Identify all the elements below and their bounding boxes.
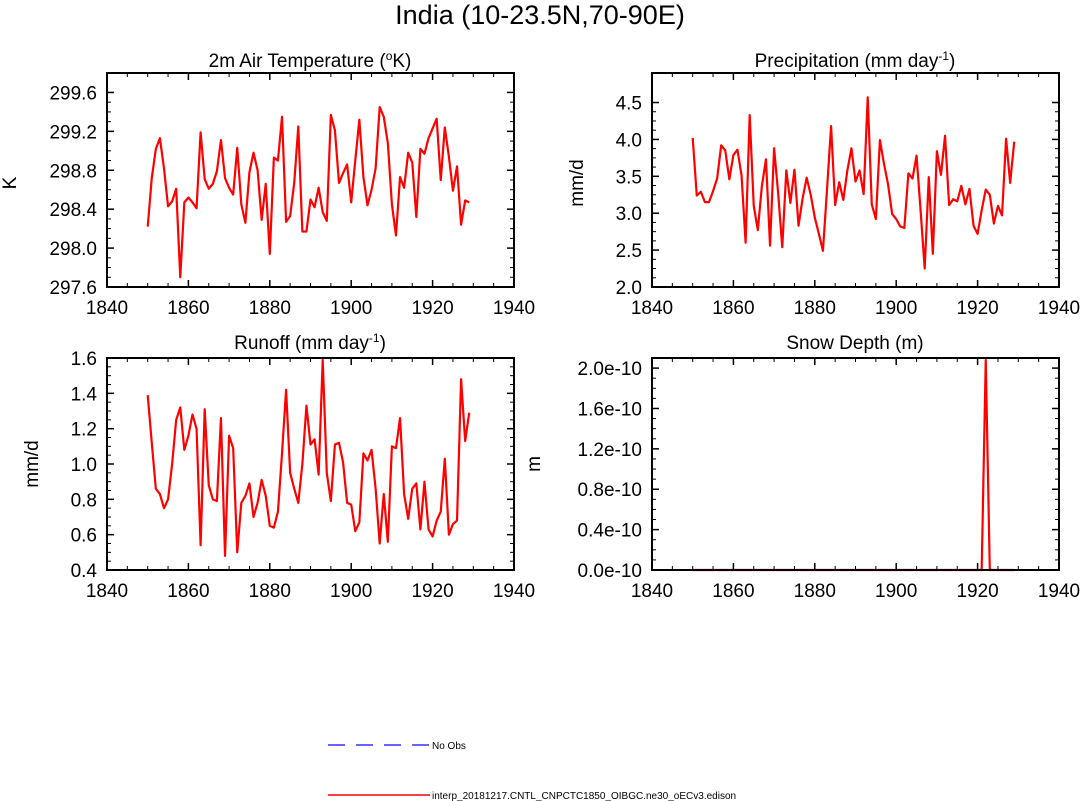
x-tick-label-1-1860: 1860 <box>712 298 754 319</box>
y-tick-label-0-2: 298.4 <box>49 200 97 221</box>
ylabel-precipitation: mm/d <box>567 159 588 207</box>
y-tick-label-1-4: 4.0 <box>616 130 642 151</box>
axes-frame-2 <box>106 357 515 571</box>
x-tick-label-1-1920: 1920 <box>956 298 998 319</box>
ylabel-air-temperature: K <box>0 176 21 189</box>
y-tick-label-2-2: 0.8 <box>71 490 97 511</box>
y-tick-label-2-3: 1.0 <box>71 455 97 476</box>
x-tick-label-3-1920: 1920 <box>956 581 998 602</box>
legend-model-label: interp_20181217.CNTL_CNPCTC1850_OIBGC.ne… <box>432 791 736 801</box>
axes-frame-3 <box>651 357 1060 571</box>
x-tick-label-0-1900: 1900 <box>330 298 372 319</box>
x-tick-label-0-1860: 1860 <box>167 298 209 319</box>
y-tick-label-3-2: 0.8e-10 <box>578 480 642 501</box>
panel-air-temperature: 2m Air Temperature (oK) K 1840 1860 1880 19… <box>0 49 535 319</box>
y-tick-label-2-5: 1.4 <box>71 384 98 405</box>
y-tick-label-1-5: 4.5 <box>616 94 642 115</box>
x-tick-label-3-1880: 1880 <box>794 581 836 602</box>
panel-snow-depth: Snow Depth (m) m 1840 1860 1880 1900 1920 194… <box>524 333 1080 602</box>
y-tick-label-3-0: 0.0e-10 <box>578 561 642 582</box>
y-tick-label-0-1: 298.0 <box>49 239 97 260</box>
y-tick-label-1-2: 3.0 <box>616 204 642 225</box>
series-line-0-0 <box>146 105 470 279</box>
y-tick-label-2-4: 1.2 <box>71 420 97 441</box>
x-tick-label-3-1900: 1900 <box>875 581 917 602</box>
series-line-2-0 <box>146 358 471 557</box>
x-tick-label-2-1840: 1840 <box>86 581 128 602</box>
x-tick-label-1-1940: 1940 <box>1038 298 1080 319</box>
x-tick-label-2-1900: 1900 <box>330 581 372 602</box>
legend-obs-label: No Obs <box>432 741 466 752</box>
y-tick-label-3-5: 2.0e-10 <box>578 359 642 380</box>
x-tick-label-1-1840: 1840 <box>631 298 673 319</box>
axes-frame-0 <box>106 72 515 288</box>
y-tick-label-1-0: 2.0 <box>616 278 642 299</box>
x-tick-label-2-1880: 1880 <box>249 581 291 602</box>
panel-runoff: Runoff (mm day-1) mm/d 1840 1860 1880 1900 1… <box>22 331 535 602</box>
x-tick-label-0-1880: 1880 <box>249 298 291 319</box>
y-tick-label-2-6: 1.6 <box>71 349 97 370</box>
y-tick-label-3-4: 1.6e-10 <box>578 399 642 420</box>
x-tick-label-3-1940: 1940 <box>1038 581 1080 602</box>
legend: No Obs interp_20181217.CNTL_CNPCTC1850_O… <box>328 741 736 801</box>
series-line-1-0 <box>691 96 1016 270</box>
series-line-3-0 <box>692 358 1015 572</box>
ylabel-runoff: mm/d <box>22 440 43 488</box>
panel-title-runoff: Runoff (mm day-1) <box>234 331 386 354</box>
x-tick-label-1-1900: 1900 <box>875 298 917 319</box>
x-tick-label-0-1920: 1920 <box>411 298 453 319</box>
y-tick-label-0-0: 297.6 <box>49 278 97 299</box>
x-tick-label-0-1940: 1940 <box>493 298 535 319</box>
y-tick-label-0-4: 299.2 <box>49 122 97 143</box>
y-tick-label-2-0: 0.4 <box>71 561 98 582</box>
x-tick-label-3-1840: 1840 <box>631 581 673 602</box>
x-tick-label-3-1860: 1860 <box>712 581 754 602</box>
x-tick-label-2-1860: 1860 <box>167 581 209 602</box>
x-tick-label-2-1920: 1920 <box>411 581 453 602</box>
panel-title-snow-depth: Snow Depth (m) <box>786 333 923 354</box>
x-tick-label-2-1940: 1940 <box>493 581 535 602</box>
y-tick-label-1-1: 2.5 <box>616 241 642 262</box>
y-tick-label-1-3: 3.5 <box>616 167 642 188</box>
panel-title-air-temperature: 2m Air Temperature (oK) <box>209 49 412 72</box>
y-tick-label-3-1: 0.4e-10 <box>578 521 642 542</box>
y-tick-label-0-3: 298.8 <box>49 161 97 182</box>
y-tick-label-0-5: 299.6 <box>49 83 97 104</box>
y-tick-label-2-1: 0.6 <box>71 526 97 547</box>
figure-title: India (10-23.5N,70-90E) <box>395 0 685 30</box>
panel-title-precipitation: Precipitation (mm day-1) <box>755 49 956 72</box>
ylabel-snow-depth: m <box>524 456 545 472</box>
y-tick-label-3-3: 1.2e-10 <box>578 440 642 461</box>
x-tick-label-1-1880: 1880 <box>794 298 836 319</box>
x-tick-label-0-1840: 1840 <box>86 298 128 319</box>
panel-precipitation: Precipitation (mm day-1) mm/d 1840 1860 18… <box>567 49 1080 319</box>
